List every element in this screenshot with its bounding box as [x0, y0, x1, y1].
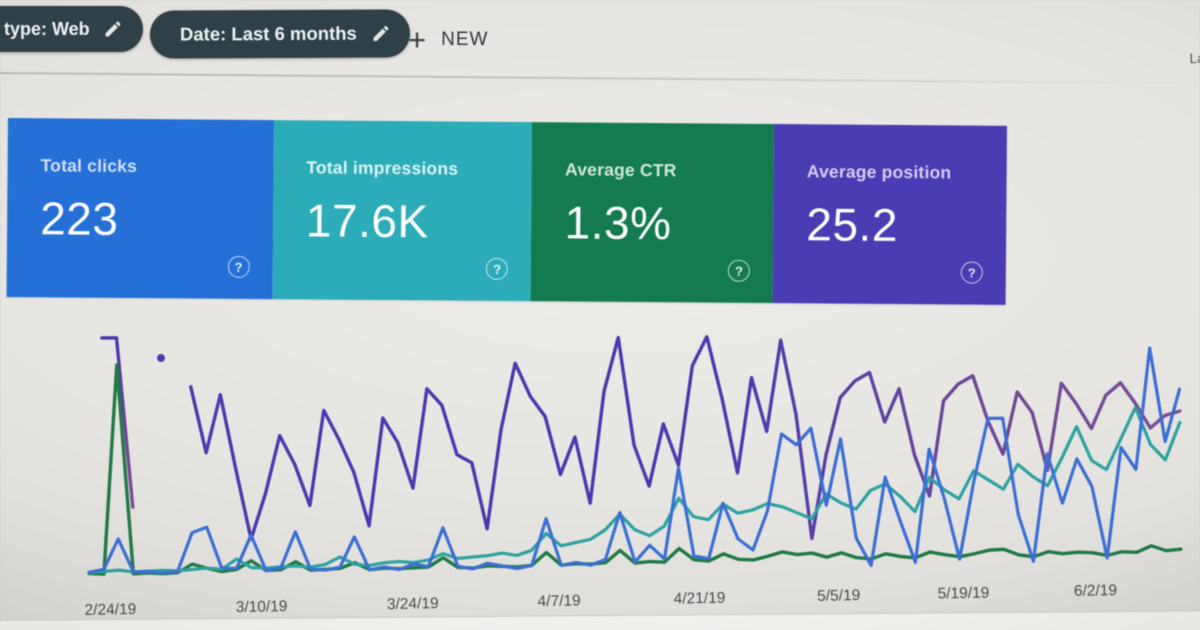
- x-axis-label: 5/5/19: [816, 587, 861, 605]
- metric-card-title: Total impressions: [306, 157, 459, 179]
- x-axis-label: 5/19/19: [937, 584, 990, 603]
- filter-chip-label: Date: Last 6 months: [179, 22, 357, 45]
- metric-card-total-impressions[interactable]: Total impressions 17.6K ?: [272, 120, 533, 302]
- x-axis-label: 6/2/19: [1073, 582, 1118, 600]
- new-filter-button[interactable]: + NEW: [408, 24, 488, 56]
- truncated-top-right-text: La: [1189, 50, 1200, 66]
- x-axis-label: 3/24/19: [386, 595, 439, 614]
- edit-pencil-icon[interactable]: [103, 19, 123, 39]
- filter-chip-search-type[interactable]: type: Web: [0, 6, 143, 52]
- metric-card-value: 223: [40, 192, 119, 245]
- performance-line-chart[interactable]: [79, 308, 1193, 586]
- help-icon[interactable]: ?: [486, 257, 509, 280]
- metric-card-average-position[interactable]: Average position 25.2 ?: [772, 124, 1007, 305]
- filter-chip-date-range[interactable]: Date: Last 6 months: [149, 9, 410, 59]
- help-icon[interactable]: ?: [727, 259, 751, 282]
- metric-card-title: Total clicks: [40, 155, 138, 177]
- metric-card-value: 17.6K: [305, 194, 429, 248]
- plus-icon: +: [408, 22, 427, 57]
- chart-canvas[interactable]: [79, 308, 1193, 586]
- edit-pencil-icon[interactable]: [371, 23, 391, 43]
- filter-chip-label: type: Web: [4, 18, 90, 39]
- new-button-label: NEW: [441, 29, 489, 50]
- x-axis-label: 3/10/19: [235, 598, 288, 616]
- help-icon[interactable]: ?: [227, 255, 250, 278]
- metric-card-value: 1.3%: [564, 196, 672, 250]
- metric-card-average-ctr[interactable]: Average CTR 1.3% ?: [531, 122, 775, 304]
- metric-cards-row: Total clicks 223 ? Total impressions 17.…: [6, 118, 1007, 305]
- x-axis-label: 2/24/19: [84, 600, 137, 619]
- x-axis-label: 4/21/19: [673, 589, 726, 608]
- help-icon[interactable]: ?: [960, 261, 983, 284]
- metric-card-title: Average CTR: [564, 159, 677, 181]
- metric-card-title: Average position: [806, 161, 952, 183]
- metric-card-value: 25.2: [806, 198, 899, 251]
- metric-card-total-clicks[interactable]: Total clicks 223 ?: [6, 118, 274, 300]
- toolbar-divider: [0, 72, 1200, 85]
- x-axis-label: 4/7/19: [537, 592, 581, 611]
